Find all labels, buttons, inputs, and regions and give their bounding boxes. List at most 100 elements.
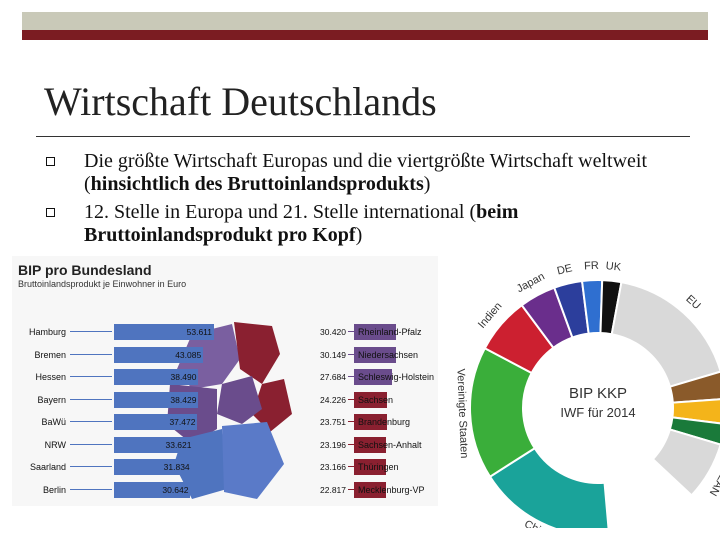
right-category-label: Brandenburg (358, 417, 411, 427)
decor-square (690, 12, 708, 30)
map-region-south-east (222, 422, 284, 499)
right-label-rule (348, 488, 354, 490)
left-bar (114, 324, 214, 340)
right-label-rule (348, 443, 354, 445)
map-region-center (217, 376, 262, 424)
donut-slice-label: Vereinigte Staaten (454, 368, 470, 458)
right-bar (354, 481, 386, 498)
germany-map-illustration (167, 322, 292, 499)
bullet-2-bold: beim Bruttoinlandsprodukt pro Kopf (84, 201, 519, 246)
donut-slice-label: China (522, 518, 554, 528)
right-category-label: Schleswig-Holstein (358, 372, 435, 382)
right-value-label: 30.149 (320, 349, 346, 360)
right-value-label: 24.226 (320, 394, 346, 405)
left-value-label: 31.834 (163, 462, 190, 472)
left-label-rule (70, 488, 112, 490)
map-region-east (252, 379, 292, 432)
left-value-label: 38.490 (170, 372, 197, 382)
left-bar (114, 369, 199, 385)
decor-line (22, 30, 690, 40)
right-bar (354, 324, 396, 340)
right-bar (354, 346, 396, 363)
right-value-label: 27.684 (320, 372, 346, 382)
bullet-2-pre: 12. Stelle in Europa und 21. Stelle inte… (84, 201, 477, 223)
left-bar (114, 481, 191, 498)
left-bar (114, 346, 204, 363)
donut-slice-label: FR (584, 260, 599, 273)
right-value-label: 23.166 (320, 462, 346, 472)
bundesland-chart: BIP pro Bundesland Bruttoinlandsprodukt … (12, 256, 438, 506)
bullet-square-icon (46, 208, 55, 217)
donut-title: BIP KKP (569, 385, 627, 402)
right-value-label: 22.817 (320, 484, 346, 495)
bullet-1-post: ) (423, 173, 431, 195)
bullet-1-pre: Die größte Wirtschaft Europas und die vi… (84, 150, 648, 195)
left-label-rule (70, 421, 112, 422)
bullet-2-text: 12. Stelle in Europa und 21. Stelle inte… (84, 201, 684, 247)
left-label-rule (70, 353, 112, 355)
chart-subtitle: Bruttoinlandsprodukt je Einwohner in Eur… (18, 279, 187, 289)
left-value-label: 53.611 (186, 327, 212, 337)
left-label-rule (70, 466, 112, 467)
bullet-square-icon (46, 157, 55, 166)
right-value-label: 23.751 (320, 417, 346, 427)
chart-title: BIP pro Bundesland (18, 262, 152, 278)
bullet-1-bold: hinsichtlich des Bruttoinlandsprodukts (90, 173, 424, 195)
left-category-label: Bayern (37, 394, 66, 405)
bullet-2-post: ) (355, 224, 363, 246)
left-value-label: 43.085 (175, 349, 202, 360)
donut-subtitle: IWF für 2014 (560, 405, 635, 420)
left-value-label: 30.642 (162, 484, 189, 495)
bip-kkp-donut-chart: BIP KKP IWF für 2014 China Vereinigte Sta… (454, 260, 720, 528)
left-category-label: Saarland (29, 462, 66, 472)
left-value-label: 33.621 (165, 439, 192, 450)
right-category-label: Niedersachsen (358, 349, 419, 360)
left-label-rule (70, 443, 112, 445)
right-bar (354, 369, 393, 385)
left-label-rule (70, 376, 112, 377)
title-rule (36, 136, 690, 137)
donut-slice (651, 428, 720, 497)
donut-slice-label: DE (556, 262, 574, 277)
right-value-label: 30.420 (320, 327, 346, 337)
left-bar (114, 436, 194, 453)
right-bar (354, 414, 387, 430)
left-bar (114, 414, 198, 430)
donut-slice (610, 280, 720, 388)
right-bar (354, 459, 386, 475)
right-category-label: Mecklenburg-VP (358, 484, 425, 495)
left-label-rule (70, 398, 112, 400)
left-bar (114, 391, 199, 408)
right-label-rule (348, 331, 354, 332)
right-label-rule (348, 376, 354, 377)
donut-slice-label: UK (605, 260, 622, 274)
right-category-label: Sachsen-Anhalt (358, 439, 422, 450)
right-bar (354, 436, 387, 453)
right-label-rule (348, 421, 354, 422)
right-label-rule (348, 353, 354, 355)
right-label-rule (348, 466, 354, 467)
donut-slice-label: EU (683, 293, 702, 312)
donut-slice-label: Japan (515, 271, 547, 296)
left-bar (114, 459, 192, 475)
left-value-label: 38.429 (170, 394, 197, 405)
left-category-label: Hessen (35, 372, 66, 382)
left-category-label: BaWü (41, 417, 66, 427)
left-label-rule (70, 331, 112, 332)
left-category-label: Berlin (42, 484, 66, 495)
right-label-rule (348, 398, 354, 400)
bullet-1-text: Die größte Wirtschaft Europas und die vi… (84, 150, 684, 196)
slide-title: Wirtschaft Deutschlands (44, 79, 437, 124)
right-bar (354, 391, 388, 408)
decor-square-accent (690, 30, 708, 40)
left-value-label: 37.472 (169, 417, 196, 427)
left-category-label: Bremen (34, 349, 66, 360)
right-category-label: Thüringen (358, 462, 399, 472)
left-category-label: Hamburg (28, 327, 66, 337)
right-value-label: 23.196 (320, 439, 346, 450)
map-region-north-east (234, 322, 280, 384)
left-category-label: NRW (44, 439, 66, 450)
right-category-label: Sachsen (358, 394, 394, 405)
decor-bar (22, 12, 690, 30)
right-category-label: Rheinland-Pfalz (358, 327, 422, 337)
